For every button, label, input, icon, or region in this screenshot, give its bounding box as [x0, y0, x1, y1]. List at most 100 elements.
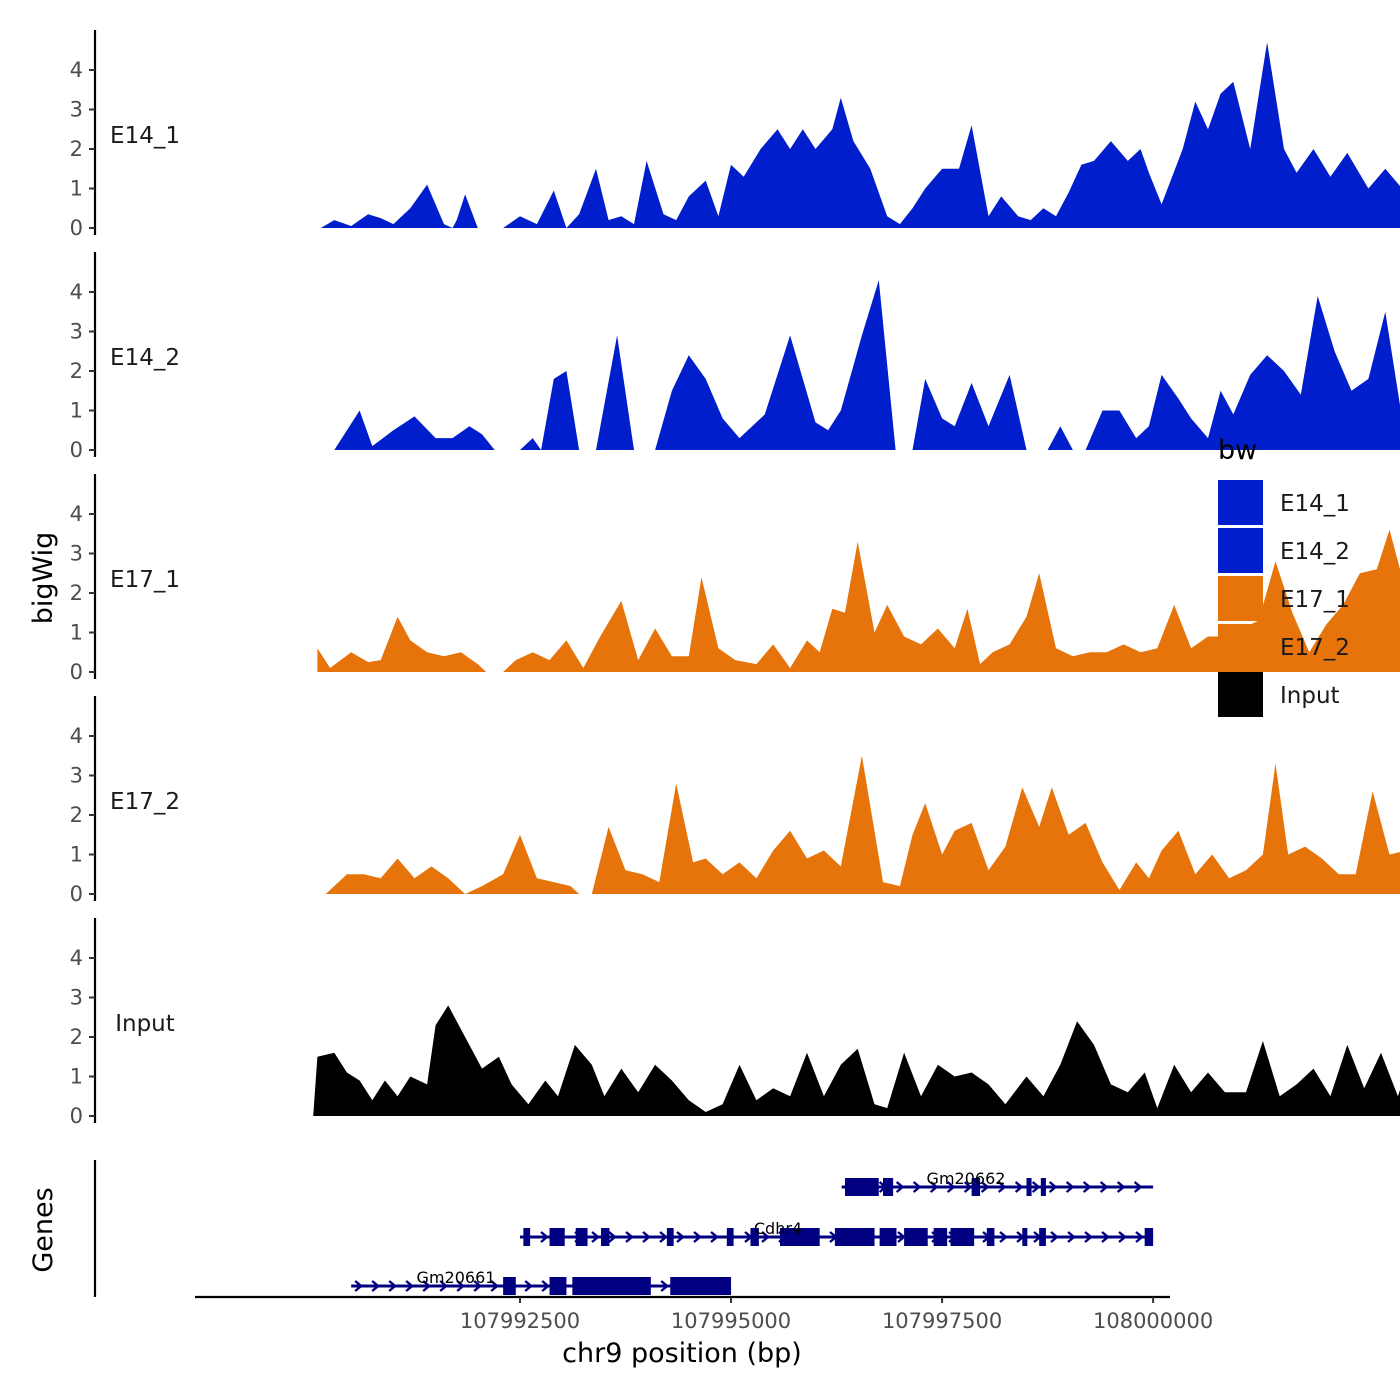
- track-panel-E14_2: 0 1 2 3 4 E14_2: [70, 252, 1400, 462]
- coverage-area-E14_2: [334, 280, 1400, 450]
- strand-arrow-icon: [946, 1181, 956, 1193]
- legend-swatch: [1218, 480, 1263, 525]
- gene-exon: [572, 1277, 651, 1295]
- gene-exon: [601, 1228, 610, 1246]
- x-tick-label: 108000000: [1093, 1309, 1213, 1333]
- track-panel-E17_2: 0 1 2 3 4 E17_2: [70, 696, 1400, 906]
- strand-arrow-icon: [1067, 1231, 1076, 1243]
- track-label: E14_1: [110, 123, 180, 149]
- gene-name-label: Gm20661: [417, 1268, 496, 1287]
- y-tick-label: 2: [70, 137, 83, 161]
- gene-exon: [549, 1277, 567, 1295]
- strand-arrow-icon: [541, 1280, 551, 1292]
- track-label: E14_2: [110, 345, 180, 371]
- strand-arrow-icon: [660, 1280, 670, 1292]
- track-panel-E14_1: 0 1 2 3 4 E14_1: [70, 30, 1400, 240]
- strand-arrow-icon: [980, 1181, 990, 1193]
- legend-label: Input: [1280, 683, 1340, 709]
- gene-exon: [523, 1228, 531, 1246]
- strand-arrow-icon: [405, 1280, 415, 1292]
- strand-arrow-icon: [1133, 1181, 1143, 1193]
- y-tick-label: 1: [70, 1065, 83, 1089]
- strand-arrow-icon: [540, 1231, 549, 1243]
- y-tick-label: 0: [70, 660, 83, 684]
- strand-arrow-icon: [912, 1181, 922, 1193]
- y-axis-title: bigWig: [28, 532, 59, 625]
- gene-exon: [780, 1228, 820, 1246]
- coverage-area-E17_1: [317, 529, 1400, 672]
- strand-arrow-icon: [1082, 1181, 1092, 1193]
- strand-arrow-icon: [608, 1231, 617, 1243]
- legend-swatch: [1218, 672, 1263, 717]
- y-tick-label: 2: [70, 803, 83, 827]
- strand-arrow-icon: [371, 1280, 381, 1292]
- track-label: Input: [115, 1011, 175, 1037]
- legend-label: E17_1: [1280, 587, 1350, 613]
- gene-exon: [1026, 1178, 1032, 1196]
- y-tick-label: 4: [70, 280, 83, 304]
- y-tick-label: 0: [70, 438, 83, 462]
- gene-exon: [882, 1178, 894, 1196]
- gene-exon: [670, 1277, 732, 1295]
- y-tick-label: 1: [70, 843, 83, 867]
- legend-label: E14_1: [1280, 491, 1350, 517]
- track-label: E17_2: [110, 789, 180, 815]
- gene-exon: [933, 1228, 948, 1246]
- strand-arrow-icon: [1048, 1181, 1058, 1193]
- strand-arrow-icon: [1135, 1231, 1144, 1243]
- y-tick-label: 4: [70, 724, 83, 748]
- coverage-tracks: 0 1 2 3 4 E14_1 0 1 2 3 4 E14_2 0 1 2 3 4 E17_1 0 1 2 3 4 E17_2…: [70, 30, 1400, 1128]
- y-tick-label: 1: [70, 621, 83, 645]
- gene-track: Gm20662 Cdhr4 Gm20661: [93, 1160, 1154, 1297]
- x-tick-label: 107992500: [460, 1309, 580, 1333]
- track-panel-E17_1: 0 1 2 3 4 E17_1: [70, 474, 1400, 684]
- strand-arrow-icon: [761, 1231, 770, 1243]
- y-tick-label: 3: [70, 764, 83, 788]
- strand-arrow-icon: [388, 1280, 398, 1292]
- strand-arrow-icon: [676, 1231, 685, 1243]
- y-tick-label: 1: [70, 177, 83, 201]
- strand-arrow-icon: [422, 1280, 432, 1292]
- strand-arrow-icon: [997, 1181, 1007, 1193]
- strand-arrow-icon: [625, 1231, 634, 1243]
- y-tick-label: 4: [70, 58, 83, 82]
- strand-arrow-icon: [591, 1231, 600, 1243]
- legend-title: bw: [1218, 435, 1257, 466]
- y-tick-label: 0: [70, 216, 83, 240]
- y-tick-label: 0: [70, 882, 83, 906]
- genes-axis-title: Genes: [28, 1187, 59, 1272]
- strand-arrow-icon: [1065, 1181, 1075, 1193]
- y-tick-label: 4: [70, 946, 83, 970]
- coverage-area-E17_2: [325, 755, 1400, 894]
- legend-label: E14_2: [1280, 539, 1350, 565]
- y-tick-label: 3: [70, 320, 83, 344]
- y-tick-label: 2: [70, 1025, 83, 1049]
- strand-arrow-icon: [1101, 1231, 1110, 1243]
- legend-label: E17_2: [1280, 635, 1350, 661]
- gene-exon: [750, 1228, 759, 1246]
- strand-arrow-icon: [897, 1231, 906, 1243]
- strand-arrow-icon: [659, 1231, 668, 1243]
- gene-exon: [971, 1178, 981, 1196]
- y-tick-label: 1: [70, 399, 83, 423]
- track-label: E17_1: [110, 567, 180, 593]
- legend-swatch: [1218, 576, 1263, 621]
- x-tick-label: 107995000: [671, 1309, 791, 1333]
- strand-arrow-icon: [999, 1231, 1008, 1243]
- gene-exon: [503, 1277, 516, 1295]
- gene-row-Gm20661: Gm20661: [351, 1268, 732, 1295]
- strand-arrow-icon: [1099, 1181, 1109, 1193]
- y-tick-label: 3: [70, 98, 83, 122]
- gene-exon: [904, 1228, 928, 1246]
- y-tick-label: 4: [70, 502, 83, 526]
- gene-row-Gm20662: Gm20662: [841, 1169, 1154, 1196]
- strand-arrow-icon: [1116, 1181, 1126, 1193]
- strand-arrow-icon: [473, 1280, 483, 1292]
- y-tick-label: 0: [70, 1104, 83, 1128]
- gene-exon: [549, 1228, 565, 1246]
- strand-arrow-icon: [710, 1231, 719, 1243]
- strand-arrow-icon: [1118, 1231, 1127, 1243]
- gene-exon: [1039, 1228, 1046, 1246]
- gene-exon: [845, 1178, 879, 1196]
